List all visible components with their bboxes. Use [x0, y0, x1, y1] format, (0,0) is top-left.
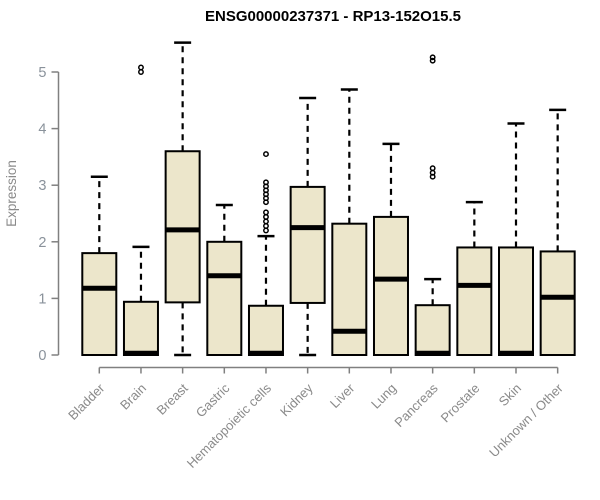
x-tick-label-liver: Liver: [327, 380, 358, 411]
x-tick-label-breast: Breast: [154, 380, 191, 417]
y-tick-label: 2: [38, 235, 46, 251]
box-pancreas-outlier-point: [429, 165, 436, 172]
y-axis-label: Expression: [4, 160, 19, 227]
box-unknown-other: [539, 250, 576, 356]
box-gastric: [206, 240, 243, 356]
box-hematopoietic-cells-outlier-point: [263, 209, 269, 216]
box-lung: [372, 215, 409, 356]
x-tick-label-kidney: Kidney: [277, 380, 316, 419]
box-pancreas: [414, 304, 451, 356]
box-pancreas-outlier-point: [429, 54, 436, 61]
box-prostate: [456, 246, 493, 357]
x-tick-label-lung: Lung: [368, 381, 399, 412]
x-tick-label-gastric: Gastric: [193, 380, 233, 420]
x-tick-label-skin: Skin: [496, 381, 524, 409]
box-hematopoietic-cells: [247, 304, 284, 356]
x-tick-label-pancreas: Pancreas: [391, 380, 441, 430]
x-tick-label-brain: Brain: [117, 381, 149, 413]
box-brain-outlier-point: [138, 64, 144, 71]
box-hematopoietic-cells-outlier-point: [263, 218, 269, 225]
y-tick-label: 1: [38, 291, 46, 307]
box-hematopoietic-cells-outlier-point: [263, 179, 269, 186]
box-skin: [498, 246, 534, 357]
x-tick-label-bladder: Bladder: [65, 380, 108, 423]
box-hematopoietic-cells-outlier-point: [263, 227, 269, 234]
box-pancreas-outlier-point: [429, 57, 436, 64]
box-hematopoietic-cells-outlier-point: [263, 223, 269, 229]
box-bladder: [81, 252, 118, 356]
x-tick-label-prostate: Prostate: [438, 381, 483, 426]
y-tick-label: 3: [38, 178, 46, 194]
box-liver: [331, 222, 368, 356]
box-brain-outlier-point: [138, 69, 144, 75]
chart-title: ENSG00000237371 - RP13-152O15.5: [204, 8, 461, 25]
y-tick-label: 5: [38, 65, 46, 81]
y-tick-label: 4: [38, 122, 46, 138]
x-tick-label-unknown-other: Unknown / Other: [486, 380, 566, 460]
box-brain: [122, 300, 159, 356]
box-hematopoietic-cells-outlier-point: [263, 213, 269, 220]
box-breast: [164, 150, 201, 304]
box-pancreas-outlier-point: [429, 169, 436, 176]
box-hematopoietic-cells-outlier-point: [263, 151, 269, 158]
box-kidney: [289, 185, 326, 304]
y-tick-label: 0: [38, 348, 46, 364]
